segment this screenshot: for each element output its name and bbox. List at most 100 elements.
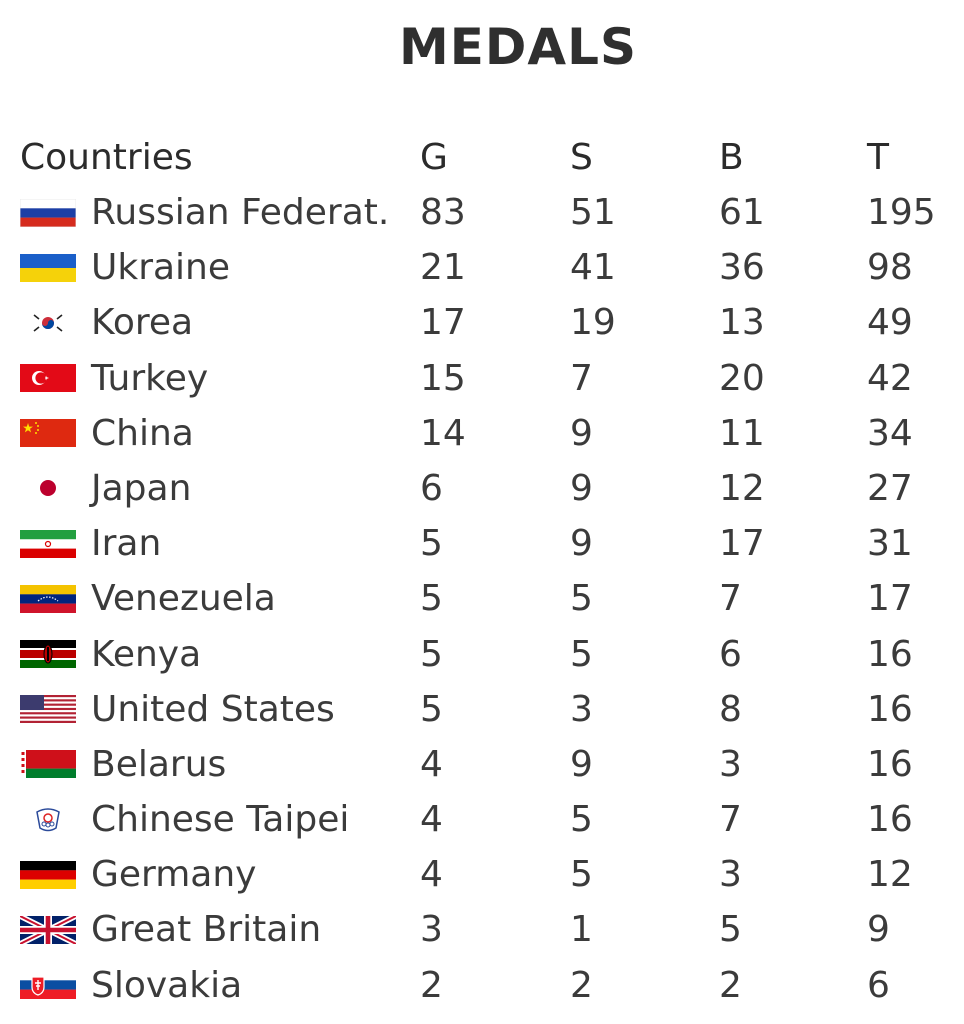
bronze-count: 12: [719, 467, 765, 509]
header-silver: S: [570, 137, 593, 178]
gold-count: 14: [420, 412, 466, 454]
silver-count: 5: [570, 633, 593, 675]
russia-flag-icon: [20, 198, 76, 227]
total-count: 42: [867, 357, 913, 399]
table-row: Turkey 15 7 20 42: [0, 351, 964, 406]
country-name: Belarus: [91, 743, 227, 785]
country-name: Chinese Taipei: [91, 799, 350, 841]
total-count: 6: [867, 964, 890, 1006]
bronze-count: 2: [719, 964, 742, 1006]
bronze-count: 20: [719, 357, 765, 399]
japan-flag-icon: [20, 474, 76, 503]
medals-title: MEDALS: [399, 18, 637, 76]
kenya-flag-icon: [20, 640, 76, 668]
table-row: Belarus 4 9 3 16: [0, 737, 964, 792]
total-count: 9: [867, 909, 890, 951]
bronze-count: 8: [719, 688, 742, 730]
table-row: Russian Federat. 83 51 61 195: [0, 185, 964, 240]
gold-count: 6: [420, 467, 443, 509]
silver-count: 9: [570, 467, 593, 509]
country-name: United States: [91, 688, 335, 730]
country-name: Japan: [91, 467, 192, 509]
gold-count: 17: [420, 302, 466, 344]
table-row: Great Britain 3 1 5 9: [0, 902, 964, 957]
total-count: 98: [867, 247, 913, 289]
total-count: 16: [867, 633, 913, 675]
bronze-count: 7: [719, 799, 742, 841]
korea-flag-icon: [20, 308, 76, 337]
bronze-count: 36: [719, 247, 765, 289]
country-name: Russian Federat.: [91, 192, 390, 233]
table-row: Germany 4 5 3 12: [0, 847, 964, 902]
bronze-count: 13: [719, 302, 765, 344]
total-count: 27: [867, 467, 913, 509]
gold-count: 4: [420, 854, 443, 896]
gold-count: 5: [420, 633, 443, 675]
slovakia-flag-icon: [20, 971, 76, 1000]
china-flag-icon: [20, 419, 76, 448]
belarus-flag-icon: [20, 750, 76, 779]
table-row: United States 5 3 8 16: [0, 682, 964, 737]
table-row: Iran 5 9 17 31: [0, 516, 964, 571]
chinese-taipei-flag-icon: [20, 805, 76, 834]
table-row: Ukraine 21 41 36 98: [0, 240, 964, 295]
total-count: 16: [867, 743, 913, 785]
silver-count: 9: [570, 743, 593, 785]
great-britain-flag-icon: [20, 915, 76, 944]
total-count: 16: [867, 688, 913, 730]
usa-flag-icon: [20, 695, 76, 724]
bronze-count: 11: [719, 412, 765, 454]
country-name: Germany: [91, 854, 257, 896]
silver-count: 7: [570, 357, 593, 399]
ukraine-flag-icon: [20, 253, 76, 282]
table-row: Chinese Taipei 4 5 7 16: [0, 792, 964, 847]
gold-count: 4: [420, 799, 443, 841]
header-total: T: [867, 137, 889, 178]
table-row: Venezuela 5 5 7 17: [0, 571, 964, 626]
silver-count: 2: [570, 964, 593, 1006]
bronze-count: 3: [719, 743, 742, 785]
gold-count: 5: [420, 578, 443, 620]
gold-count: 2: [420, 964, 443, 1006]
gold-count: 21: [420, 247, 466, 289]
table-row: China 14 9 11 34: [0, 406, 964, 461]
total-count: 12: [867, 854, 913, 896]
bronze-count: 7: [719, 578, 742, 620]
country-name: Slovakia: [91, 964, 243, 1006]
silver-count: 3: [570, 688, 593, 730]
total-count: 34: [867, 412, 913, 454]
silver-count: 5: [570, 799, 593, 841]
total-count: 31: [867, 523, 913, 565]
turkey-flag-icon: [20, 364, 76, 393]
bronze-count: 61: [719, 192, 765, 233]
country-name: Venezuela: [91, 578, 276, 620]
table-header-row: Countries G S B T: [0, 130, 964, 185]
total-count: 16: [867, 799, 913, 841]
table-row: Slovakia 2 2 2 6: [0, 958, 964, 1013]
country-name: Korea: [91, 302, 194, 344]
bronze-count: 3: [719, 854, 742, 896]
country-name: Kenya: [91, 633, 202, 675]
gold-count: 5: [420, 688, 443, 730]
silver-count: 9: [570, 523, 593, 565]
country-name: China: [91, 412, 194, 454]
iran-flag-icon: [20, 529, 76, 558]
silver-count: 5: [570, 578, 593, 620]
silver-count: 19: [570, 302, 616, 344]
total-count: 17: [867, 578, 913, 620]
gold-count: 83: [420, 192, 466, 233]
silver-count: 1: [570, 909, 593, 951]
venezuela-flag-icon: [20, 584, 76, 613]
germany-flag-icon: [20, 860, 76, 889]
header-gold: G: [420, 137, 448, 178]
table-row: Korea 17 19 13 49: [0, 295, 964, 350]
total-count: 195: [867, 192, 936, 233]
country-name: Iran: [91, 523, 162, 565]
table-row: Kenya 5 5 6 16: [0, 627, 964, 682]
medal-table: Countries G S B T Russian Federat. 83 51 61…: [0, 130, 964, 1013]
country-name: Turkey: [91, 357, 209, 399]
table-row: Japan 6 9 12 27: [0, 461, 964, 516]
gold-count: 5: [420, 523, 443, 565]
gold-count: 4: [420, 743, 443, 785]
table-body: Russian Federat. 83 51 61 195 Ukraine 21 41 36 98…: [0, 185, 964, 1013]
